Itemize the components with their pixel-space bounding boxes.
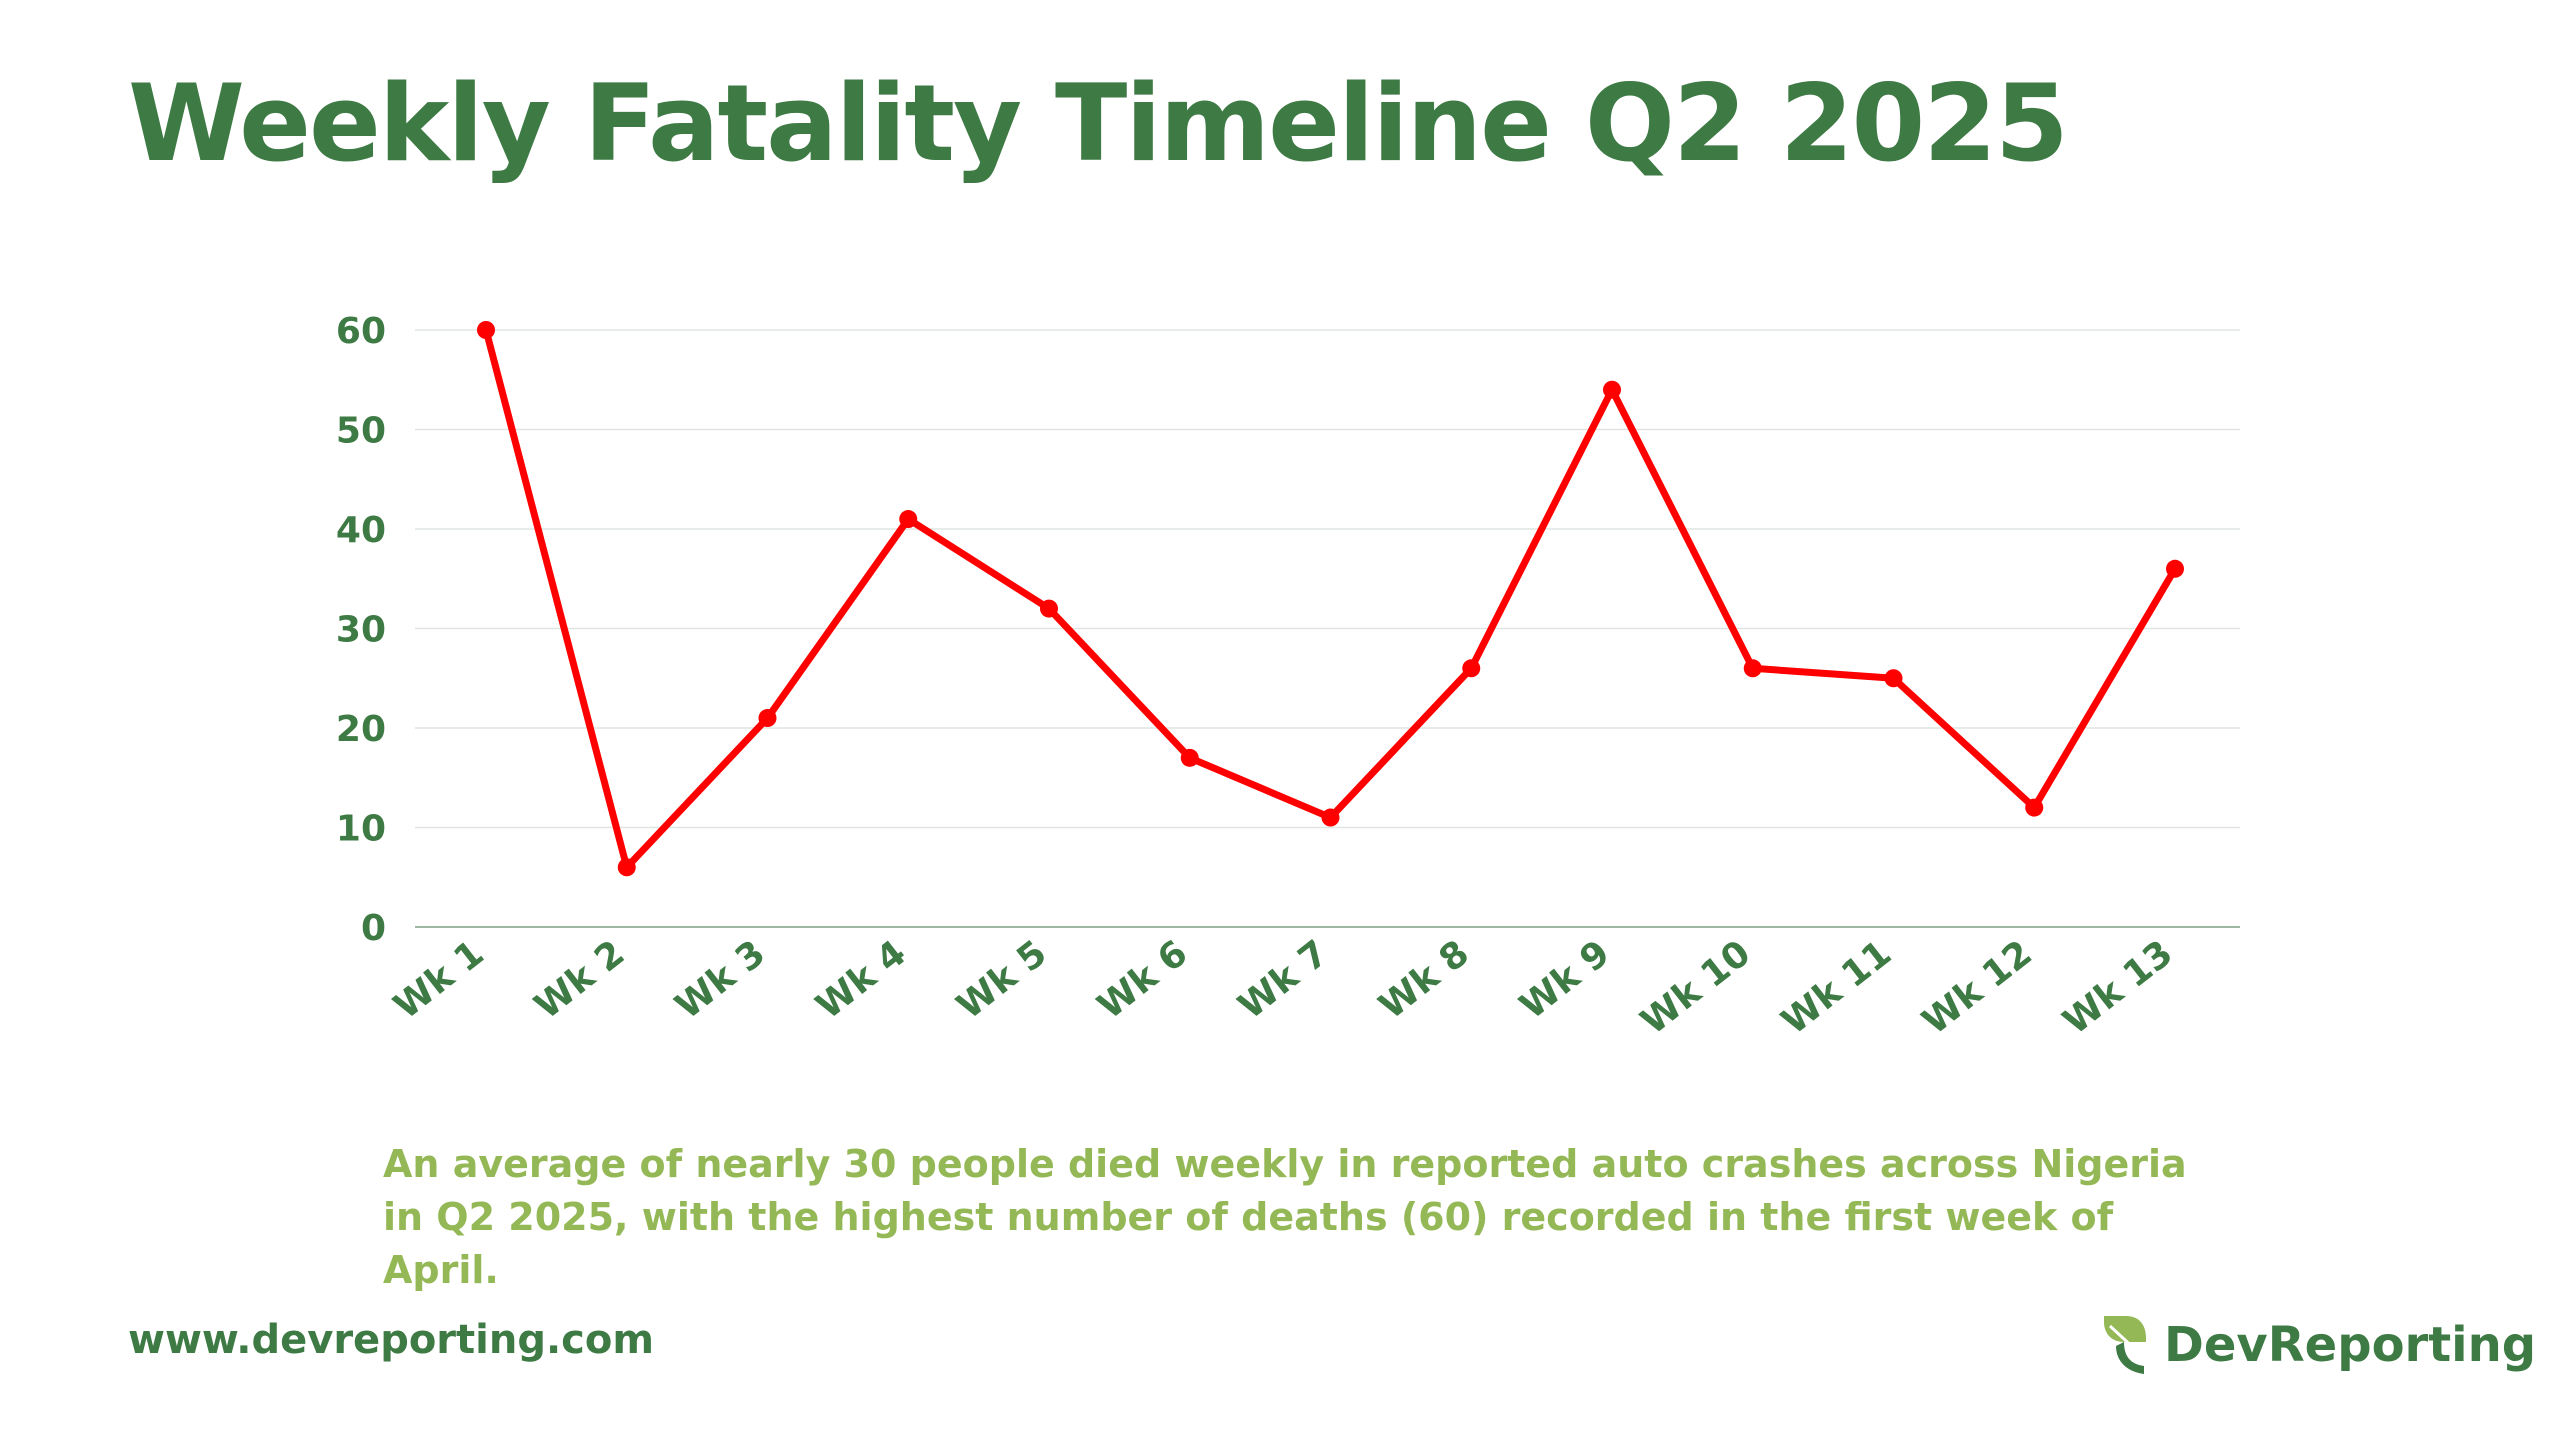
x-tick-label: Wk 12 xyxy=(1915,933,2040,1043)
x-tick-label: Wk 11 xyxy=(1774,933,1899,1043)
data-point xyxy=(2166,559,2184,578)
x-tick-label: Wk 1 xyxy=(387,933,492,1028)
y-tick-label: 50 xyxy=(336,411,386,452)
y-tick-label: 30 xyxy=(336,610,386,651)
x-tick-label: Wk 3 xyxy=(668,933,773,1028)
y-tick-label: 20 xyxy=(336,709,386,750)
gridlines xyxy=(415,329,2240,928)
chart-caption: An average of nearly 30 people died week… xyxy=(383,1142,2187,1292)
data-point xyxy=(1603,380,1621,399)
data-point xyxy=(2025,798,2044,817)
data-point xyxy=(617,858,636,877)
data-point xyxy=(899,510,918,529)
x-tick-label: Wk 4 xyxy=(809,933,914,1028)
x-axis-ticks: Wk 1 Wk 2 Wk 3 Wk 4 Wk 5 Wk 6 Wk 7 Wk 8 Wk 9 Wk 1… xyxy=(387,933,2181,1043)
y-tick-label: 40 xyxy=(336,510,386,551)
website-link[interactable]: www.devreporting.com xyxy=(128,1317,655,1363)
data-point xyxy=(477,321,495,339)
x-tick-label: Wk 2 xyxy=(527,933,632,1028)
x-tick-label: Wk 8 xyxy=(1372,933,1477,1028)
chart-title: Weekly Fatality Timeline Q2 2025 xyxy=(128,62,2069,185)
series-fatalities xyxy=(477,321,2184,877)
brand-name: DevReporting xyxy=(2164,1317,2537,1373)
data-point xyxy=(1180,748,1199,767)
x-tick-label: Wk 5 xyxy=(950,933,1055,1028)
x-tick-label: Wk 7 xyxy=(1231,933,1336,1028)
data-point xyxy=(1321,808,1340,827)
data-point xyxy=(758,709,777,728)
brand-logo: DevReporting xyxy=(2100,1312,2536,1378)
y-tick-label: 10 xyxy=(336,809,386,850)
x-tick-label: Wk 13 xyxy=(2056,933,2181,1043)
data-point xyxy=(1040,599,1058,618)
x-tick-label: Wk 6 xyxy=(1090,933,1195,1028)
x-tick-label: Wk 9 xyxy=(1513,933,1618,1028)
series-line xyxy=(482,326,2179,871)
y-axis-ticks: 0 10 20 30 40 50 60 xyxy=(336,311,386,949)
x-tick-label: Wk 10 xyxy=(1634,933,1759,1043)
data-point xyxy=(1462,659,1481,678)
data-point xyxy=(1743,659,1762,678)
y-tick-label: 0 xyxy=(361,908,386,949)
data-point xyxy=(1884,669,1903,688)
y-tick-label: 60 xyxy=(336,311,386,352)
leaf-logo-icon xyxy=(2104,1316,2146,1374)
